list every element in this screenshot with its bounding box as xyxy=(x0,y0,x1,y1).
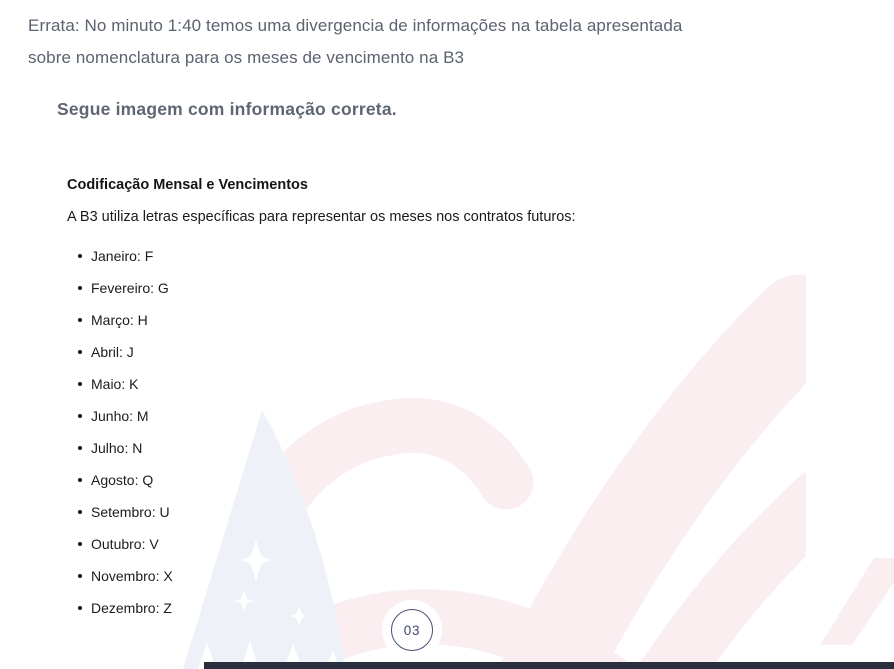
errata-text: Errata: No minuto 1:40 temos uma diverge… xyxy=(28,10,682,74)
bullet-icon xyxy=(78,382,82,386)
bullet-icon xyxy=(78,414,82,418)
month-code: Outubro: V xyxy=(91,536,159,552)
bullet-icon xyxy=(78,478,82,482)
list-item: Julho: N xyxy=(67,432,173,464)
errata-note: Segue imagem com informação correta. xyxy=(57,99,397,119)
list-item: Novembro: X xyxy=(67,560,173,592)
month-code: Março: H xyxy=(91,312,148,328)
document-heading: Codificação Mensal e Vencimentos xyxy=(67,177,308,193)
list-item: Maio: K xyxy=(67,368,173,400)
month-code: Dezembro: Z xyxy=(91,600,172,616)
month-code: Novembro: X xyxy=(91,568,173,584)
list-item: Agosto: Q xyxy=(67,464,173,496)
list-item: Setembro: U xyxy=(67,496,173,528)
month-code-list: Janeiro: F Fevereiro: G Março: H Abril: … xyxy=(67,240,173,624)
month-code: Janeiro: F xyxy=(91,248,154,264)
month-code: Maio: K xyxy=(91,376,139,392)
bullet-icon xyxy=(78,286,82,290)
bullet-icon xyxy=(78,318,82,322)
bullet-icon xyxy=(78,606,82,610)
document-intro: A B3 utiliza letras específicas para rep… xyxy=(67,209,576,225)
bullet-icon xyxy=(78,574,82,578)
list-item: Janeiro: F xyxy=(67,240,173,272)
list-item: Fevereiro: G xyxy=(67,272,173,304)
list-item: Outubro: V xyxy=(67,528,173,560)
month-code: Abril: J xyxy=(91,344,134,360)
page-number-badge: 03 xyxy=(391,609,433,651)
bottom-edge-bar xyxy=(204,662,894,669)
month-code: Fevereiro: G xyxy=(91,280,169,296)
bullet-icon xyxy=(78,542,82,546)
month-code: Junho: M xyxy=(91,408,149,424)
month-code: Agosto: Q xyxy=(91,472,154,488)
list-item: Junho: M xyxy=(67,400,173,432)
list-item: Dezembro: Z xyxy=(67,592,173,624)
month-code: Setembro: U xyxy=(91,504,170,520)
month-code: Julho: N xyxy=(91,440,143,456)
list-item: Abril: J xyxy=(67,336,173,368)
bullet-icon xyxy=(78,350,82,354)
list-item: Março: H xyxy=(67,304,173,336)
errata-line-2: sobre nomenclatura para os meses de venc… xyxy=(28,48,465,67)
bullet-icon xyxy=(78,446,82,450)
errata-line-1: Errata: No minuto 1:40 temos uma diverge… xyxy=(28,16,683,35)
bullet-icon xyxy=(78,254,82,258)
bullet-icon xyxy=(78,510,82,514)
